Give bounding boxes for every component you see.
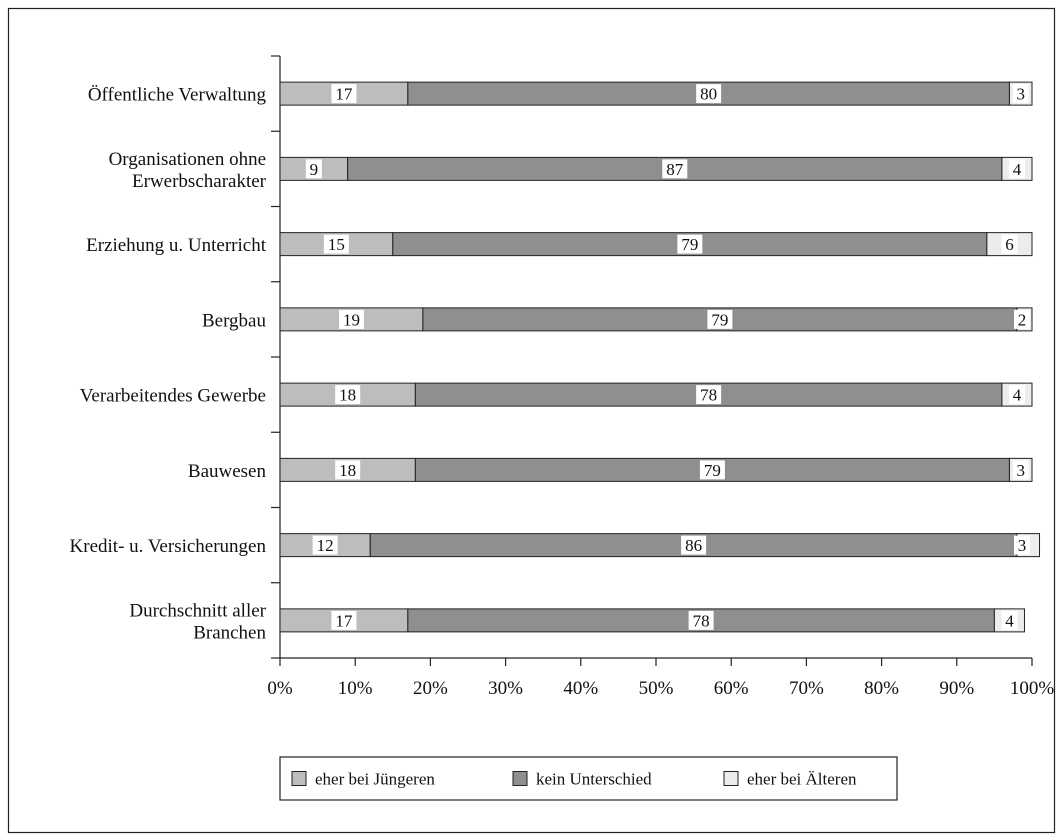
- legend-label: eher bei Jüngeren: [315, 770, 435, 789]
- value-label: 79: [681, 235, 698, 254]
- category-label: Bauwesen: [188, 461, 267, 482]
- chart-frame: [7, 7, 1056, 834]
- value-label: 19: [343, 310, 360, 329]
- legend-swatch: [512, 771, 528, 786]
- legend-label: kein Unterschied: [536, 770, 652, 789]
- x-tick-label: 90%: [939, 678, 974, 699]
- value-label-box: [1014, 535, 1030, 555]
- value-label-box: [305, 159, 322, 179]
- x-tick-label: 20%: [413, 678, 448, 699]
- value-label: 17: [335, 611, 353, 630]
- value-label: 4: [1013, 386, 1022, 405]
- value-label-box: [335, 385, 361, 405]
- value-label: 9: [310, 160, 319, 179]
- value-label: 18: [339, 461, 356, 480]
- legend-swatch: [291, 771, 307, 786]
- value-label: 86: [685, 536, 702, 555]
- category-label: Organisationen ohne: [109, 149, 266, 170]
- category-label: Branchen: [193, 622, 266, 643]
- value-label: 78: [693, 611, 710, 630]
- value-label: 2: [1018, 310, 1027, 329]
- value-label-box: [1001, 610, 1018, 630]
- category-label: Öffentliche Verwaltung: [88, 85, 267, 106]
- value-label: 3: [1016, 461, 1025, 480]
- x-tick-label: 60%: [714, 678, 749, 699]
- value-label-box: [699, 460, 725, 480]
- value-label-box: [662, 159, 688, 179]
- x-tick-label: 10%: [338, 678, 373, 699]
- value-label: 79: [711, 310, 728, 329]
- value-label: 18: [339, 386, 356, 405]
- value-label: 3: [1016, 85, 1025, 104]
- legend-box: [279, 756, 898, 801]
- value-label-box: [323, 234, 349, 254]
- value-label: 4: [1005, 611, 1014, 630]
- value-label: 15: [328, 235, 345, 254]
- value-label: 80: [700, 85, 717, 104]
- category-labels: Öffentliche Verwaltung Organisationen ohn…: [70, 85, 267, 644]
- value-label-box: [1008, 159, 1025, 179]
- x-tick-label: 100%: [1010, 678, 1055, 699]
- value-label: 12: [317, 536, 334, 555]
- value-label-box: [331, 610, 357, 630]
- value-label-box: [707, 309, 733, 329]
- value-label-box: [331, 84, 357, 104]
- value-label: 4: [1013, 160, 1022, 179]
- x-tick-labels: 0% 10% 20% 30% 40% 50% 60% 70% 80% 90% 100%: [267, 678, 1054, 699]
- value-label-box: [1001, 234, 1018, 254]
- category-label: Bergbau: [202, 310, 267, 331]
- category-label: Durchschnitt aller: [129, 600, 266, 621]
- category-label: Erziehung u. Unterricht: [86, 235, 267, 256]
- value-label-box: [696, 84, 722, 104]
- bars: 17 80 3 9 87 4 15 79 6 19 79 2 18 78 4 18 79 3 12 86 3 17 78 4: [279, 81, 1041, 633]
- category-label: Verarbeitendes Gewerbe: [80, 386, 266, 407]
- value-label-box: [312, 535, 338, 555]
- value-label-box: [338, 309, 364, 329]
- category-label: Erwerbscharakter: [132, 171, 267, 192]
- x-tick-label: 80%: [864, 678, 899, 699]
- value-label-box: [1008, 385, 1025, 405]
- x-tick-label: 70%: [789, 678, 824, 699]
- x-tick-label: 40%: [563, 678, 598, 699]
- legend-label: eher bei Älteren: [747, 770, 857, 789]
- legend-swatch: [723, 771, 739, 786]
- x-tick-label: 30%: [488, 678, 523, 699]
- value-label: 6: [1005, 235, 1014, 254]
- value-label-box: [688, 610, 714, 630]
- value-label: 87: [666, 160, 684, 179]
- value-label-box: [1012, 84, 1029, 104]
- value-label: 79: [704, 461, 721, 480]
- value-label: 3: [1018, 536, 1027, 555]
- x-tick-label: 50%: [639, 678, 674, 699]
- axes: [271, 55, 1033, 666]
- legend: eher bei Jüngeren kein Unterschied eher be…: [279, 756, 898, 801]
- value-label-box: [681, 535, 707, 555]
- value-label: 17: [335, 85, 353, 104]
- value-label: 78: [700, 386, 717, 405]
- x-tick-label: 0%: [267, 678, 293, 699]
- category-label: Kredit- u. Versicherungen: [70, 536, 267, 557]
- value-label-box: [335, 460, 361, 480]
- value-label-box: [1014, 309, 1030, 329]
- value-label-box: [677, 234, 703, 254]
- value-label-box: [1012, 460, 1029, 480]
- value-label-box: [696, 385, 722, 405]
